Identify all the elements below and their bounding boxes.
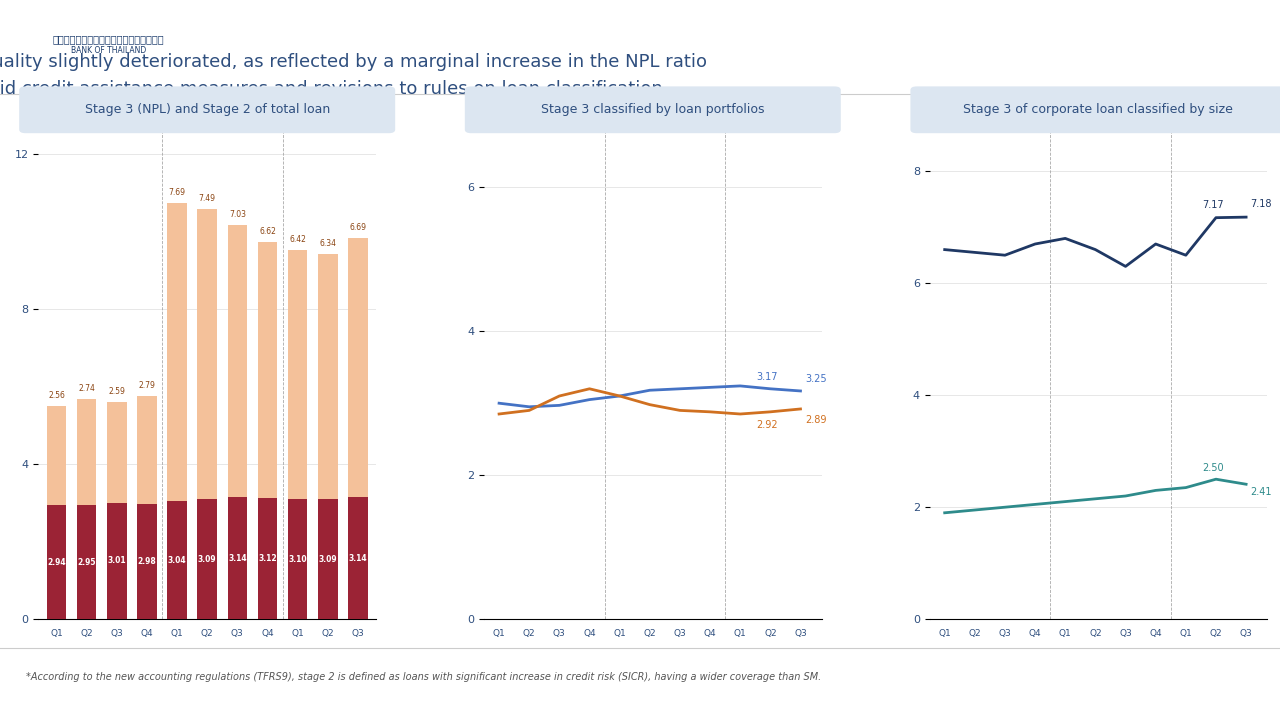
Text: 2.92: 2.92 [756, 420, 778, 430]
Text: 2.56: 2.56 [49, 391, 65, 400]
Text: 7.03: 7.03 [229, 210, 246, 219]
Text: 3.09: 3.09 [198, 555, 216, 564]
Text: Stage 3 classified by loan portfolios: Stage 3 classified by loan portfolios [541, 103, 764, 116]
Bar [228, 498, 247, 619]
Text: 3.17: 3.17 [756, 372, 778, 382]
Bar [108, 503, 127, 619]
Text: 6.42: 6.42 [289, 235, 306, 244]
Text: 7.17: 7.17 [1202, 199, 1224, 210]
Text: 2.41: 2.41 [1251, 487, 1272, 498]
Text: 3.01: 3.01 [108, 557, 125, 565]
Text: BANK OF THAILAND: BANK OF THAILAND [72, 46, 146, 55]
Text: 2.89: 2.89 [805, 415, 827, 426]
Text: ธนาคารแห่งประเทศไทย: ธนาคารแห่งประเทศไทย [52, 35, 165, 45]
Text: 3.12: 3.12 [259, 554, 276, 563]
Text: 6.34: 6.34 [319, 239, 337, 248]
Bar [168, 203, 187, 501]
Text: 7.49: 7.49 [198, 194, 216, 203]
Text: 6.62: 6.62 [259, 227, 276, 235]
Bar [77, 505, 96, 619]
Text: 3.10: 3.10 [288, 554, 307, 564]
Bar [348, 238, 367, 498]
Bar [257, 242, 278, 498]
Text: 2.50: 2.50 [1202, 463, 1224, 473]
Bar [46, 505, 67, 619]
Text: *According to the new accounting regulations (TFRS9), stage 2 is defined as loan: *According to the new accounting regulat… [26, 672, 820, 682]
Text: 3.25: 3.25 [805, 374, 827, 384]
Text: 3.09: 3.09 [319, 555, 337, 564]
Text: 6.69: 6.69 [349, 223, 366, 233]
Bar [197, 209, 218, 500]
Text: 2.98: 2.98 [137, 557, 156, 566]
Text: 2.74: 2.74 [78, 384, 95, 393]
Text: 2.59: 2.59 [109, 387, 125, 396]
Text: Stage 3 of corporate loan classified by size: Stage 3 of corporate loan classified by … [964, 103, 1234, 116]
Bar [257, 498, 278, 619]
Text: 7.18: 7.18 [1251, 199, 1272, 209]
Bar [317, 253, 338, 500]
Bar [348, 498, 367, 619]
Bar [317, 500, 338, 619]
Bar [46, 406, 67, 505]
Text: 2.94: 2.94 [47, 558, 65, 567]
Bar [288, 250, 307, 499]
Text: 3.04: 3.04 [168, 556, 187, 564]
Bar [137, 504, 156, 619]
Text: 2.95: 2.95 [77, 557, 96, 567]
Text: 3.14: 3.14 [348, 554, 367, 563]
Bar [197, 500, 218, 619]
Text: Stage 3 (NPL) and Stage 2 of total loan: Stage 3 (NPL) and Stage 2 of total loan [84, 103, 330, 116]
Bar [77, 399, 96, 505]
Text: Loan quality slightly deteriorated, as reflected by a marginal increase in the N: Loan quality slightly deteriorated, as r… [0, 53, 708, 98]
Text: 2.79: 2.79 [138, 381, 155, 390]
Text: 7.69: 7.69 [169, 189, 186, 197]
Text: %: % [467, 95, 477, 105]
Text: %: % [913, 95, 923, 105]
Bar [137, 395, 156, 504]
Bar [288, 499, 307, 619]
Text: 3.14: 3.14 [228, 554, 247, 563]
Bar [168, 501, 187, 619]
Bar [108, 402, 127, 503]
Bar [228, 225, 247, 498]
Text: %: % [22, 95, 32, 105]
